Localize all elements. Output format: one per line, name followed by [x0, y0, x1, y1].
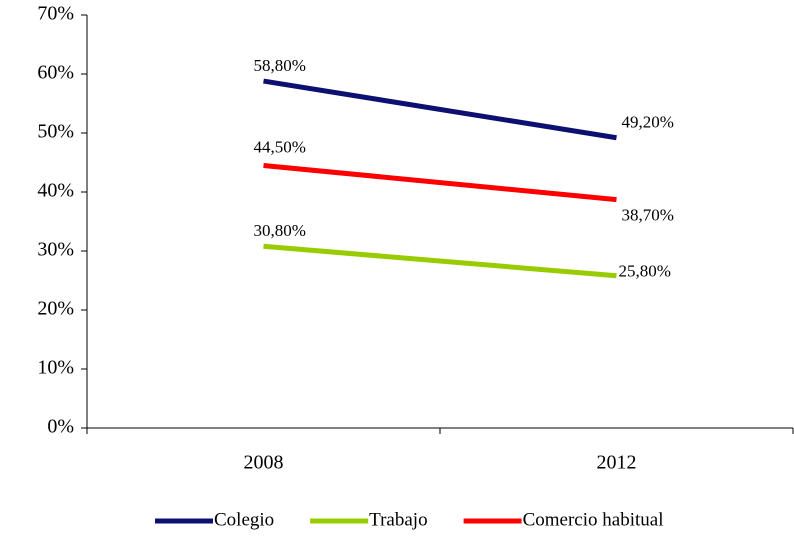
data-label: 25,80%: [619, 262, 671, 281]
y-tick-label: 20%: [37, 298, 74, 320]
y-tick-label: 70%: [37, 3, 74, 25]
x-tick-label: 2008: [244, 452, 284, 474]
data-label: 30,80%: [254, 221, 306, 240]
legend-label: Comercio habitual: [523, 509, 664, 530]
y-tick-label: 30%: [37, 239, 74, 261]
data-label: 44,50%: [254, 137, 306, 156]
y-tick-label: 10%: [37, 357, 74, 379]
legend-label: Colegio: [214, 509, 274, 530]
y-tick-label: 0%: [47, 416, 74, 438]
y-tick-label: 60%: [37, 62, 74, 84]
legend-label: Trabajo: [369, 509, 427, 530]
y-tick-label: 40%: [37, 180, 74, 202]
data-label: 58,80%: [254, 56, 306, 75]
series-line: [263, 78, 617, 141]
series-line: [263, 243, 617, 279]
y-tick-label: 50%: [37, 121, 74, 143]
data-label: 38,70%: [622, 206, 674, 225]
data-label: 49,20%: [622, 113, 674, 132]
series-line: [263, 162, 617, 203]
x-tick-label: 2012: [597, 452, 637, 474]
